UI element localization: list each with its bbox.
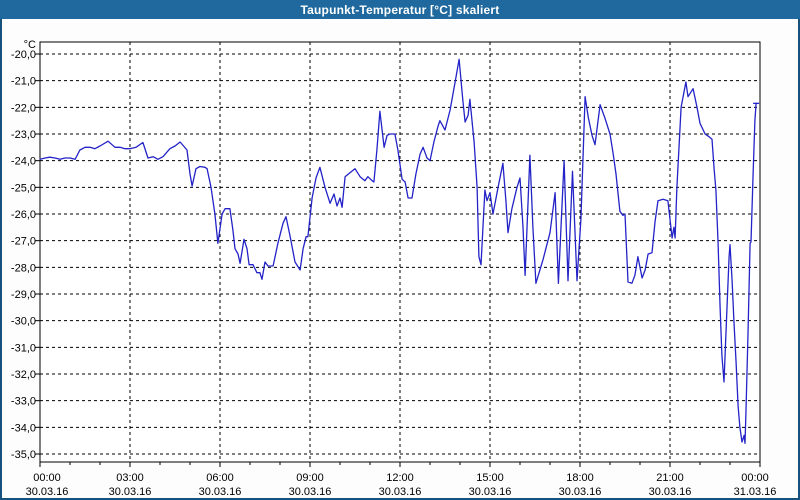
x-tick-time-label: 09:00 bbox=[296, 472, 324, 484]
y-tick-label: -22,0 bbox=[11, 102, 36, 114]
y-tick-label: -24,0 bbox=[11, 156, 36, 168]
x-tick-time-label: 18:00 bbox=[566, 472, 594, 484]
y-tick-label: -34,0 bbox=[11, 422, 36, 434]
x-tick-date-label: 30.03.16 bbox=[289, 486, 332, 498]
x-tick-time-label: 00:00 bbox=[741, 472, 769, 484]
chart-title: Taupunkt-Temperatur [°C] skaliert bbox=[300, 2, 500, 17]
y-tick-label: -28,0 bbox=[11, 262, 36, 274]
temperature-series-line bbox=[39, 58, 757, 444]
y-tick-label: -21,0 bbox=[11, 76, 36, 88]
x-tick-time-label: 06:00 bbox=[206, 472, 234, 484]
x-tick-time-label: 00:00 bbox=[33, 472, 61, 484]
x-tick-date-label: 30.03.16 bbox=[379, 486, 422, 498]
x-tick-date-label: 31.03.16 bbox=[734, 486, 777, 498]
x-tick-date-label: 30.03.16 bbox=[469, 486, 512, 498]
y-tick-label: -35,0 bbox=[11, 449, 36, 461]
x-tick-date-label: 30.03.16 bbox=[559, 486, 602, 498]
y-tick-label: -33,0 bbox=[11, 396, 36, 408]
y-tick-label: -31,0 bbox=[11, 342, 36, 354]
y-axis-unit-label: °C bbox=[24, 39, 36, 51]
y-tick-label: -29,0 bbox=[11, 289, 36, 301]
y-tick-label: -27,0 bbox=[11, 236, 36, 248]
x-tick-time-label: 12:00 bbox=[386, 472, 414, 484]
y-tick-label: -25,0 bbox=[11, 182, 36, 194]
x-tick-date-label: 30.03.16 bbox=[199, 486, 242, 498]
y-tick-label: -30,0 bbox=[11, 316, 36, 328]
x-tick-date-label: 30.03.16 bbox=[26, 486, 69, 498]
x-tick-date-label: 30.03.16 bbox=[109, 486, 152, 498]
y-tick-label: -23,0 bbox=[11, 129, 36, 141]
x-tick-time-label: 21:00 bbox=[656, 472, 684, 484]
y-tick-label: -32,0 bbox=[11, 369, 36, 381]
title-bar: Taupunkt-Temperatur [°C] skaliert bbox=[0, 0, 800, 19]
x-tick-time-label: 03:00 bbox=[116, 472, 144, 484]
x-tick-date-label: 30.03.16 bbox=[649, 486, 692, 498]
y-tick-label: -26,0 bbox=[11, 209, 36, 221]
y-tick-label: -20,0 bbox=[11, 49, 36, 61]
x-tick-time-label: 15:00 bbox=[476, 472, 504, 484]
